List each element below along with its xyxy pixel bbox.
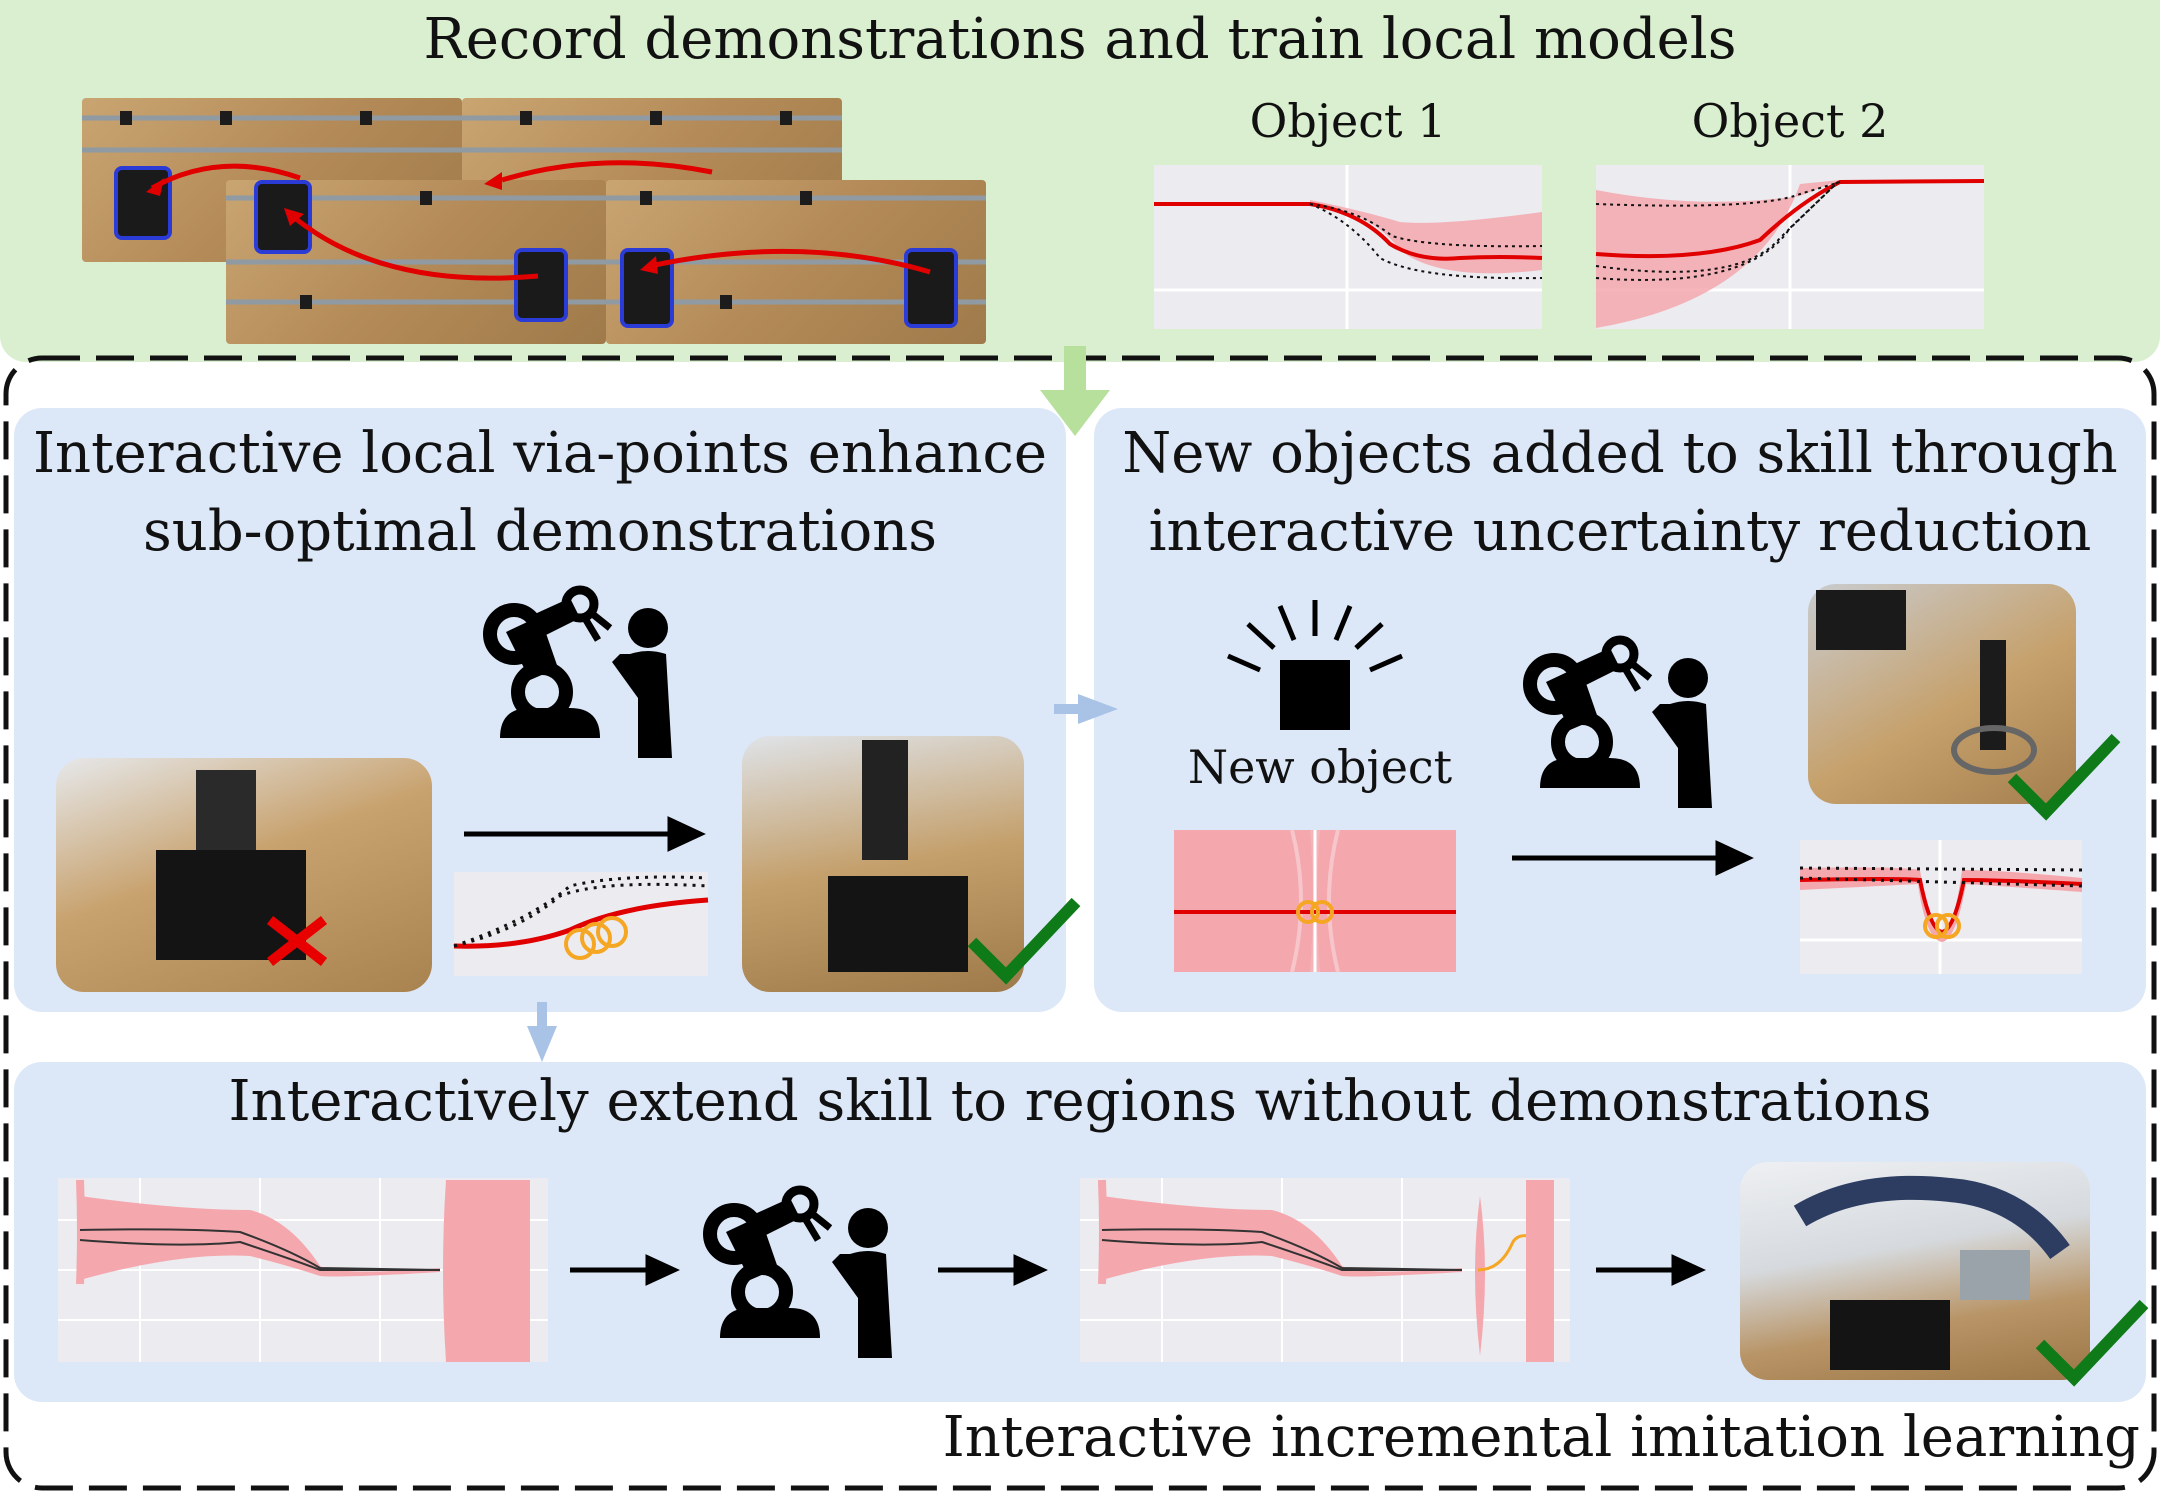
new-objects-title-line1: New objects added to skill through [1122,421,2118,486]
demonstrations-title: Record demonstrations and train local mo… [423,7,1737,72]
object2-label: Object 2 [1691,94,1889,148]
via-points-title-line1: Interactive local via-points enhance [32,421,1048,486]
extend-after-plot [1080,1178,1570,1362]
reduced-uncertainty-plot [1800,840,2082,974]
extend-skill-title: Interactively extend skill to regions wi… [228,1069,1932,1134]
new-object-grasp-photo [1808,584,2076,804]
object1-label: Object 1 [1249,94,1447,148]
unknown-region-mark: ? [475,1226,501,1282]
failed-grasp-photo [56,758,432,992]
demo-photos-details [82,111,986,328]
new-object-label: New object [1187,740,1453,794]
extended-skill-photo [1740,1162,2090,1380]
via-points-plot [454,872,708,976]
new-objects-title-line2: interactive uncertainty reduction [1148,499,2092,564]
successful-grasp-photo [742,736,1024,992]
object-plots-curves [1154,165,1985,329]
via-points-title-line2: sub-optimal demonstrations [143,499,937,564]
framework-caption: Interactive incremental imitation learni… [942,1405,2140,1470]
new-object-uncertainty-plot [1174,830,1456,972]
